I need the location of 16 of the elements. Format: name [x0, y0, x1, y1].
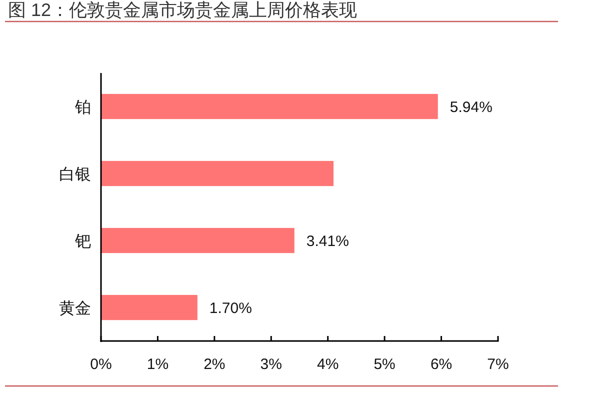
x-tick-label: 2%	[204, 356, 226, 373]
x-tick-label: 1%	[146, 356, 169, 373]
category-label: 黄金	[59, 300, 91, 318]
value-label: 3.41%	[306, 233, 349, 250]
value-label: 5.94%	[450, 99, 492, 116]
category-label: 白银	[59, 166, 91, 184]
x-tick-label: 5%	[374, 356, 396, 373]
x-tick-label: 4%	[317, 356, 339, 373]
title: 图 12：伦敦贵金属市场贵金属上周价格表现	[8, 0, 358, 20]
x-tick-label: 6%	[430, 356, 452, 373]
x-tick-label: 7%	[487, 356, 509, 373]
value-label: 1.70%	[209, 300, 252, 317]
x-tick-label: 0%	[90, 356, 112, 373]
category-label: 钯	[75, 234, 91, 250]
category-label: 铂	[75, 100, 91, 116]
x-tick-label: 3%	[260, 356, 282, 373]
